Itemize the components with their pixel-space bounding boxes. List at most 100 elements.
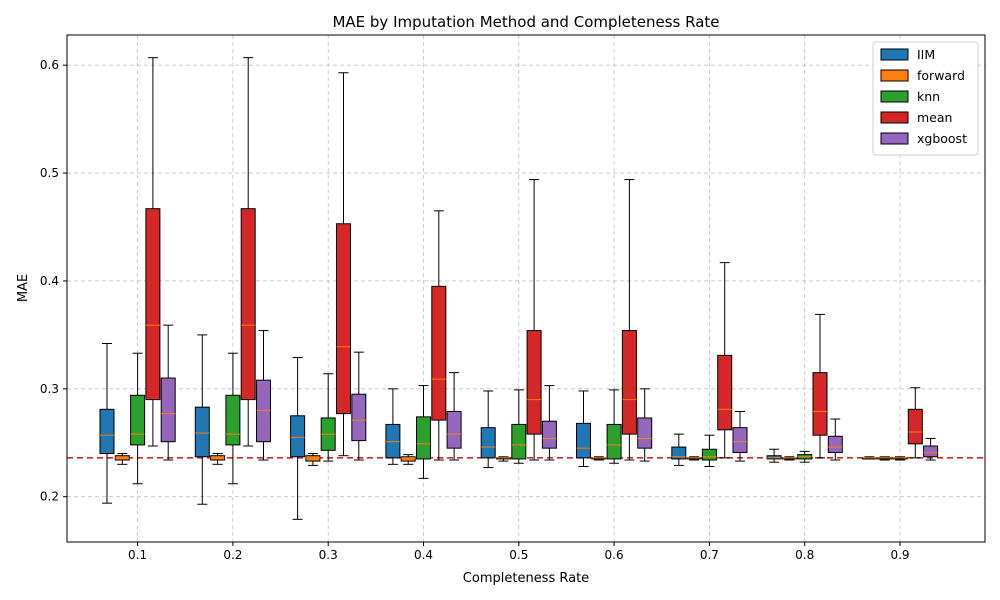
box-body xyxy=(511,423,527,460)
box-forward-0.5 xyxy=(496,456,511,462)
box-body xyxy=(923,445,939,458)
box-IIM-0.9 xyxy=(861,456,877,460)
box-body xyxy=(336,223,351,415)
box-IIM-0.2 xyxy=(194,334,210,505)
y-axis-label: MAE xyxy=(16,274,31,302)
box-body xyxy=(637,417,653,449)
box-IIM-0.8 xyxy=(766,448,782,463)
box-mean-0.9 xyxy=(907,387,923,459)
box-body xyxy=(194,406,210,458)
box-xgboost-0.6 xyxy=(637,388,653,462)
y-tick-label: 0.4 xyxy=(40,274,59,288)
box-forward-0.3 xyxy=(305,453,321,466)
box-body xyxy=(480,427,496,459)
box-body xyxy=(225,394,241,446)
box-body xyxy=(256,379,271,443)
legend-swatch-knn xyxy=(880,90,909,103)
box-knn-0.2 xyxy=(225,352,241,485)
legend-label-forward: forward xyxy=(917,68,965,83)
box-forward-0.8 xyxy=(781,456,797,461)
box-knn-0.3 xyxy=(320,373,336,462)
boxes xyxy=(99,57,939,520)
x-tick-label: 0.6 xyxy=(605,548,624,562)
box-body xyxy=(446,410,462,449)
box-body xyxy=(576,422,591,459)
box-IIM-0.4 xyxy=(385,388,401,465)
box-IIM-0.3 xyxy=(290,357,306,520)
box-body xyxy=(606,423,622,460)
box-body xyxy=(351,393,367,442)
box-forward-0.1 xyxy=(114,453,130,465)
box-xgboost-0.5 xyxy=(541,385,557,461)
box-xgboost-0.3 xyxy=(351,351,367,461)
box-body xyxy=(827,435,843,453)
x-tick-label: 0.3 xyxy=(319,548,338,562)
box-mean-0.8 xyxy=(812,313,828,459)
plot-frame xyxy=(66,34,986,543)
x-tick-label: 0.4 xyxy=(414,548,433,562)
x-tick-label: 0.5 xyxy=(509,548,528,562)
box-knn-0.5 xyxy=(511,389,527,464)
box-body xyxy=(130,394,146,446)
legend-swatch-mean xyxy=(880,111,909,124)
box-body xyxy=(145,208,161,401)
box-knn-0.8 xyxy=(797,450,813,463)
box-xgboost-0.1 xyxy=(160,324,176,461)
box-body xyxy=(400,456,416,462)
y-tick-label: 0.6 xyxy=(40,58,59,72)
box-forward-0.9 xyxy=(877,456,893,461)
box-knn-0.1 xyxy=(130,352,146,485)
box-body xyxy=(431,285,447,421)
box-forward-0.7 xyxy=(686,456,702,461)
box-xgboost-0.8 xyxy=(827,418,843,461)
x-tick-label: 0.8 xyxy=(795,548,814,562)
box-knn-0.7 xyxy=(701,434,717,467)
box-knn-0.6 xyxy=(606,389,622,464)
chart-title: MAE by Imputation Method and Completenes… xyxy=(332,13,719,31)
box-xgboost-0.7 xyxy=(732,410,748,462)
box-forward-0.4 xyxy=(400,454,416,465)
x-tick-label: 0.1 xyxy=(128,548,147,562)
box-body xyxy=(416,416,431,460)
box-mean-0.7 xyxy=(717,262,733,459)
box-body xyxy=(526,330,542,435)
box-body xyxy=(305,455,321,462)
box-body xyxy=(766,455,782,460)
y-tick-label: 0.3 xyxy=(40,382,59,396)
box-mean-0.2 xyxy=(240,57,256,447)
box-mean-0.3 xyxy=(336,72,351,457)
box-body xyxy=(240,208,256,401)
box-mean-0.6 xyxy=(621,179,637,461)
box-body xyxy=(541,420,557,449)
box-mean-0.1 xyxy=(145,57,161,447)
box-xgboost-0.9 xyxy=(923,437,939,461)
legend-label-knn: knn xyxy=(917,89,940,104)
legend-swatch-IIM xyxy=(880,48,909,61)
legend-label-xgboost: xgboost xyxy=(917,131,967,146)
box-knn-0.9 xyxy=(892,456,908,461)
box-body xyxy=(290,415,306,458)
box-body xyxy=(701,448,717,461)
box-forward-0.6 xyxy=(591,456,607,461)
box-IIM-0.1 xyxy=(99,343,115,504)
box-IIM-0.5 xyxy=(480,390,496,469)
box-body xyxy=(812,372,828,436)
x-tick-label: 0.2 xyxy=(223,548,242,562)
box-IIM-0.6 xyxy=(576,390,591,467)
legend-swatch-forward xyxy=(880,69,909,82)
box-xgboost-0.4 xyxy=(446,372,462,461)
box-mean-0.4 xyxy=(431,210,447,461)
y-tick-label: 0.2 xyxy=(40,490,59,504)
box-knn-0.4 xyxy=(416,385,431,479)
box-xgboost-0.2 xyxy=(256,330,271,461)
axes: 0.2 0.3 0.4 0.5 0.6 0.1 0.2 0.3 0.4 0.5 0.6 0.7 0.8 0… xyxy=(40,58,910,562)
x-axis-label: Completeness Rate xyxy=(463,571,589,586)
box-body xyxy=(671,446,687,460)
box-body xyxy=(160,377,176,443)
x-tick-label: 0.7 xyxy=(700,548,719,562)
legend: IIM forward knn mean xgboost xyxy=(872,41,979,156)
box-mean-0.5 xyxy=(526,179,542,461)
box-body xyxy=(732,427,748,453)
legend-swatch-xgboost xyxy=(880,132,909,145)
